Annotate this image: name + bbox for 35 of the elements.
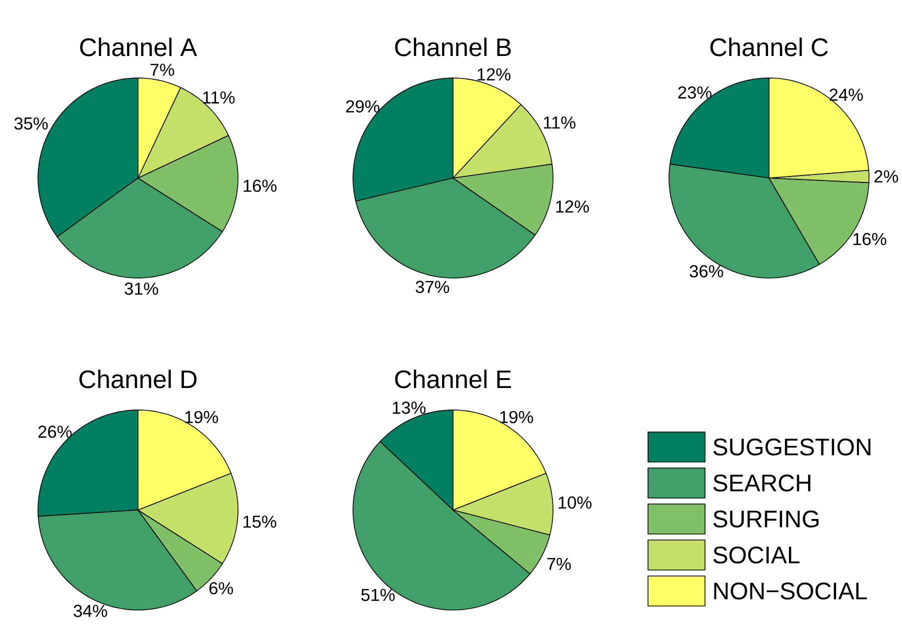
data-label: 13% bbox=[392, 402, 426, 414]
data-label: 10% bbox=[558, 496, 592, 509]
data-label: 11% bbox=[203, 91, 235, 104]
chart-title: Channel A bbox=[80, 38, 198, 56]
legend-label: SUGGESTION bbox=[713, 438, 870, 456]
legend-label: NON−SOCIAL bbox=[714, 582, 867, 600]
legend-label: SOCIAL bbox=[713, 546, 800, 564]
data-label: 12% bbox=[556, 200, 589, 213]
legend-label: SURFING bbox=[713, 510, 818, 528]
chart-title: Channel B bbox=[395, 38, 511, 56]
data-label: 15% bbox=[243, 516, 276, 528]
data-label: 36% bbox=[690, 265, 724, 278]
data-label: 2% bbox=[874, 170, 898, 183]
data-label: 37% bbox=[416, 280, 450, 294]
data-label: 24% bbox=[830, 88, 863, 101]
data-label: 6% bbox=[209, 582, 234, 594]
data-label: 29% bbox=[346, 100, 380, 113]
data-label: 19% bbox=[500, 410, 534, 424]
chart-title: Channel D bbox=[79, 370, 197, 388]
data-label: 7% bbox=[150, 64, 174, 76]
data-label: 35% bbox=[14, 117, 48, 130]
data-label: 11% bbox=[544, 116, 576, 129]
data-label: 7% bbox=[547, 558, 571, 570]
chart-title: Channel E bbox=[395, 370, 512, 388]
data-label: 23% bbox=[678, 86, 712, 99]
data-label: 16% bbox=[244, 180, 276, 192]
chart-title: Channel C bbox=[710, 38, 828, 56]
data-label: 51% bbox=[361, 588, 395, 602]
data-label: 26% bbox=[38, 426, 72, 438]
data-label: 12% bbox=[478, 68, 510, 80]
data-label: 31% bbox=[124, 282, 158, 295]
data-label: 16% bbox=[853, 232, 886, 246]
data-label: 34% bbox=[74, 604, 108, 618]
data-label: 19% bbox=[185, 410, 218, 424]
legend-label: SEARCH bbox=[713, 474, 810, 492]
